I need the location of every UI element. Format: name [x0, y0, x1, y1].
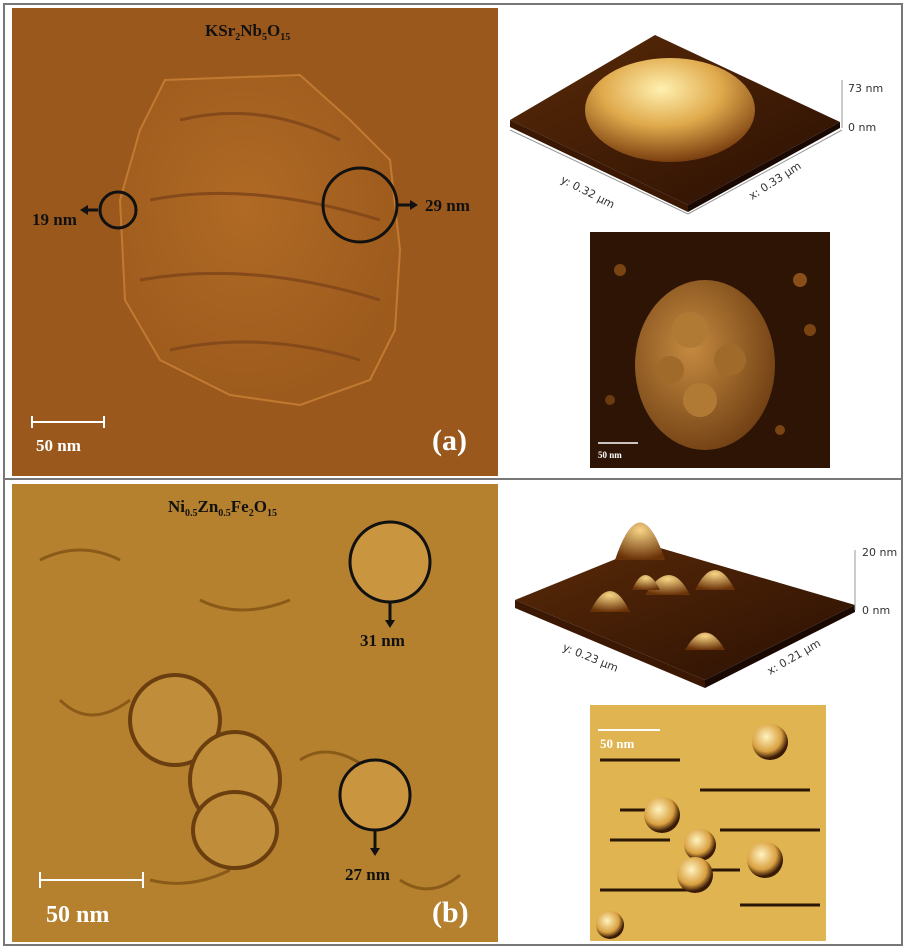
formula-subscript: 5 [262, 32, 267, 43]
scale-bar-label: 50 nm [600, 736, 634, 751]
z-min: 0 nm [862, 604, 890, 617]
formula-part: O [254, 497, 267, 516]
formula-part: Ni [168, 497, 185, 516]
formula: KSr2Nb5O15 [205, 21, 290, 43]
size-label: 29 nm [425, 196, 470, 215]
surface-3d [509, 35, 843, 215]
size-label: 19 nm [32, 210, 77, 229]
scale-bar-label: 50 nm [46, 902, 109, 928]
formula-part: Fe [231, 497, 249, 516]
formula-subscript: 0.5 [185, 508, 198, 519]
scale-bar-label: 50 nm [598, 450, 622, 460]
formula: Ni0.5Zn0.5Fe2O15 [168, 497, 277, 519]
topography-image [590, 705, 826, 941]
surface-3d [515, 522, 856, 688]
panel-a-image [12, 8, 498, 476]
size-label: 31 nm [360, 631, 405, 650]
formula-subscript: 0.5 [218, 508, 231, 519]
formula-part: O [267, 21, 280, 40]
z-max: 73 nm [848, 82, 883, 95]
panel-label: (a) [432, 424, 467, 457]
formula-subscript: 15 [267, 508, 277, 519]
scale-bar-label: 50 nm [36, 436, 81, 455]
formula-part: KSr [205, 21, 236, 40]
formula-subscript: 2 [235, 32, 240, 43]
panel-label: (b) [432, 896, 469, 929]
panel-b-image [12, 484, 498, 942]
formula-part: Nb [240, 21, 262, 40]
formula-part: Zn [198, 497, 219, 516]
z-max: 20 nm [862, 546, 897, 559]
formula-subscript: 15 [280, 32, 290, 43]
z-min: 0 nm [848, 121, 876, 134]
size-label: 27 nm [345, 865, 390, 884]
formula-subscript: 2 [249, 508, 254, 519]
topography-image [590, 232, 830, 468]
